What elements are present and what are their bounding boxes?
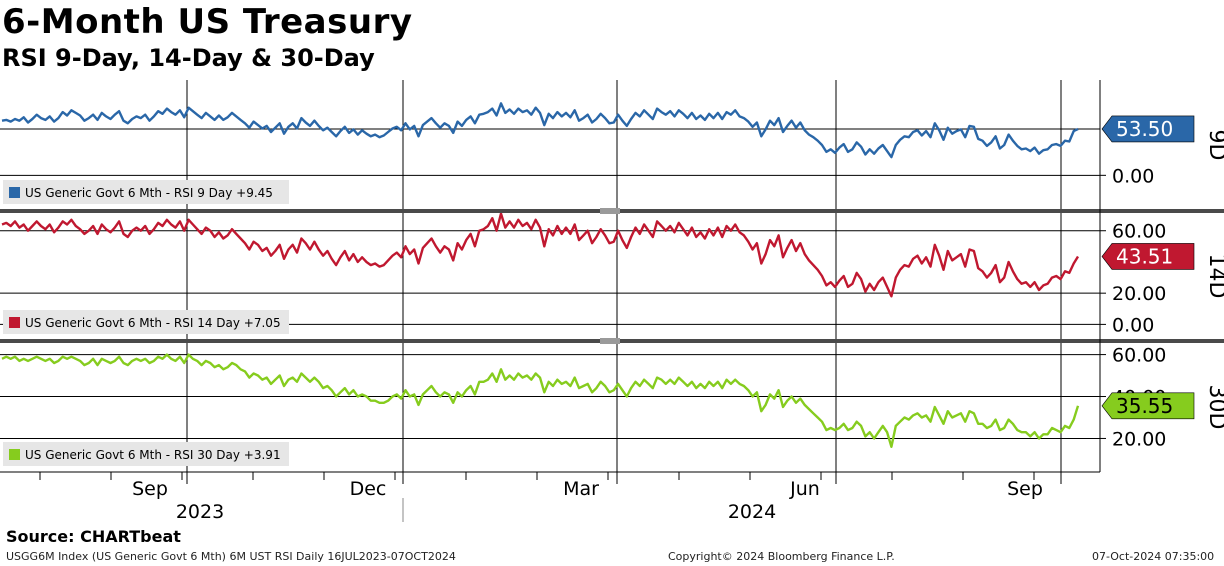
series-line-9D [1,102,1079,159]
legend-box [3,180,289,204]
chart-subtitle: RSI 9-Day, 14-Day & 30-Day [2,44,375,72]
x-tick-label-month: Sep [132,478,168,500]
legend-box [3,442,289,466]
series-line-30D [1,353,1080,448]
legend-label: US Generic Govt 6 Mth - RSI 9 Day +9.45 [25,186,273,200]
legend-label: US Generic Govt 6 Mth - RSI 30 Day +3.91 [25,448,281,462]
y-tick-label: 60.00 [1112,221,1166,243]
y-tick-label: 0.00 [1112,314,1154,336]
footer-timestamp: 07-Oct-2024 07:35:00 [1092,550,1215,563]
last-value-flag [1101,115,1195,143]
panel-label: 30D [1204,385,1224,430]
panel-label: 14D [1204,254,1224,299]
last-value-flag [1101,243,1195,270]
last-value-label: 53.50 [1116,117,1173,141]
y-tick-label: 60.00 [1112,345,1166,367]
legend-swatch [9,317,20,328]
x-tick-label-month: Jun [789,478,820,500]
panel-separator-handle [600,208,620,214]
panel-label: 9D [1204,130,1224,161]
legend-swatch [9,187,20,198]
footer-copyright: Copyright© 2024 Bloomberg Finance L.P. [668,550,895,563]
x-tick-label-month: Sep [1007,478,1043,500]
legend-swatch [9,449,20,460]
x-tick-label-month: Mar [563,478,599,500]
x-tick-label-month: Dec [350,478,387,500]
y-tick-label: 20.00 [1112,283,1166,305]
last-value-label: 43.51 [1116,244,1173,268]
x-tick-label-year: 2024 [728,501,776,523]
y-tick-label: 20.00 [1112,428,1166,450]
source-label: Source: CHARTbeat [6,527,181,546]
footer-index-info: USGG6M Index (US Generic Govt 6 Mth) 6M … [6,550,456,563]
legend-label: US Generic Govt 6 Mth - RSI 14 Day +7.05 [25,316,281,330]
legend-box [3,310,289,334]
y-tick-label: 0.00 [1112,165,1154,187]
last-value-flag [1101,392,1195,420]
last-value-label: 35.55 [1116,394,1173,418]
x-tick-label-year: 2023 [176,501,224,523]
chart-title: 6-Month US Treasury [2,2,413,42]
series-line-14D [1,212,1080,298]
panel-separator-handle [600,338,620,344]
